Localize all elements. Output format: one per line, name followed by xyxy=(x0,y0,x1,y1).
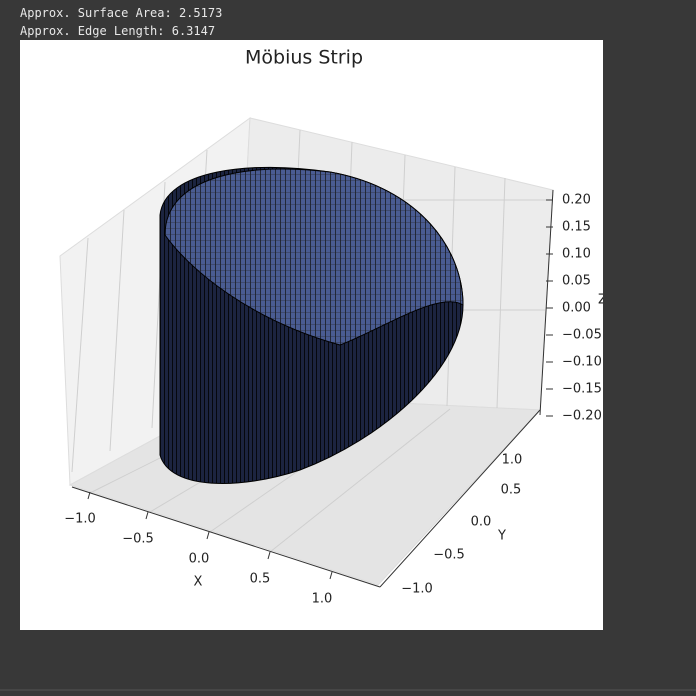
y-tick-label: −0.5 xyxy=(433,548,465,563)
z-tick-label: 0.10 xyxy=(562,247,591,262)
axis-label: X xyxy=(194,575,203,590)
y-tick-label: 0.5 xyxy=(501,483,522,498)
z-tick-label: 0.05 xyxy=(562,274,591,289)
x-tick-label: 0.0 xyxy=(189,552,210,567)
tick-mark xyxy=(267,551,271,560)
y-tick-label: 0.0 xyxy=(471,515,492,530)
tick-mark xyxy=(206,531,210,540)
output-line: Approx. Surface Area: 2.5173 xyxy=(20,6,223,20)
z-tick-label: −0.05 xyxy=(562,328,602,343)
y-tick-label: −1.0 xyxy=(401,582,433,597)
tick-mark xyxy=(329,571,333,580)
x-tick-label: 1.0 xyxy=(312,592,333,607)
z-tick-label: 0.00 xyxy=(562,301,591,316)
z-tick-label: 0.15 xyxy=(562,220,591,235)
z-tick-label: −0.20 xyxy=(562,409,602,424)
z-tick-label: 0.20 xyxy=(562,193,591,208)
axis-label: Y xyxy=(497,529,506,544)
axis-label: Z xyxy=(598,293,607,308)
x-tick-label: −0.5 xyxy=(122,532,154,547)
z-tick-label: −0.10 xyxy=(562,355,602,370)
z-tick-label: −0.15 xyxy=(562,382,602,397)
tick-mark xyxy=(87,491,91,500)
chart-title: Möbius Strip xyxy=(245,47,363,69)
surface-face xyxy=(164,168,464,346)
y-tick-label: 1.0 xyxy=(502,453,523,468)
tick-mark xyxy=(145,511,149,520)
output-line: Approx. Edge Length: 6.3147 xyxy=(20,24,216,38)
x-tick-label: 0.5 xyxy=(250,572,271,587)
x-tick-label: −1.0 xyxy=(64,512,96,527)
